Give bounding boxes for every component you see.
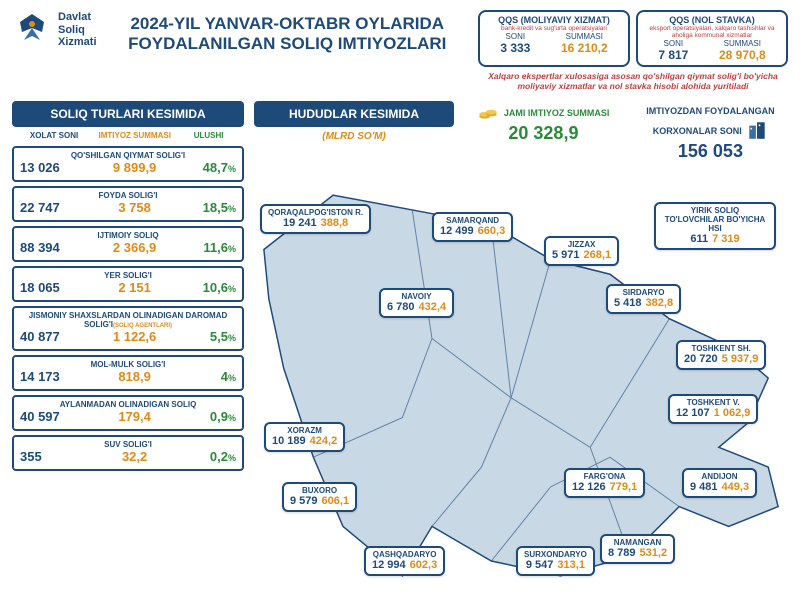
brand-text: Davlat Soliq Xizmati <box>58 11 97 49</box>
tax-share: 0,9% <box>176 409 238 424</box>
region-label: FARG'ONA12 126779,1 <box>564 468 645 498</box>
regions-title: HUDUDLAR KESIMIDA <box>254 101 454 127</box>
tax-count: 22 747 <box>18 200 93 215</box>
totals-row: JAMI IMTIYOZ SUMMASI 20 328,9 IMTIYOZDAN… <box>462 101 788 162</box>
tax-count: 355 <box>18 449 93 464</box>
total-count-value: 156 053 <box>633 141 788 162</box>
tax-column-headers: XOLAT SONI IMTIYOZ SUMMASI ULUSHI <box>12 127 244 146</box>
tax-name: YER SOLIG'I <box>18 271 238 280</box>
tax-count: 14 173 <box>18 369 93 384</box>
tax-share: 10,6% <box>176 280 238 295</box>
tax-amount: 3 758 <box>93 200 177 215</box>
tax-row: YER SOLIG'I18 0652 15110,6% <box>12 266 244 302</box>
region-label: SIRDARYO5 418382,8 <box>606 284 681 314</box>
vat2-sub: eksport operatsiyalari, xalqaro tashishl… <box>644 25 780 39</box>
tax-name: QO'SHILGAN QIYMAT SOLIG'I <box>18 151 238 160</box>
region-label: BUXORO9 579606,1 <box>282 482 357 512</box>
tax-count: 18 065 <box>18 280 93 295</box>
logo: Davlat Soliq Xizmati <box>12 10 97 50</box>
vat-summary: QQS (MOLIYAVIY XIZMAT) bank-kredit va su… <box>478 10 788 91</box>
tax-amount: 2 366,9 <box>93 240 177 255</box>
region-label: NAVOIY6 780432,4 <box>379 288 454 318</box>
regions-subtitle: (MLRD SO'M) <box>254 127 454 142</box>
region-label: QASHQADARYO12 994602,3 <box>364 546 445 576</box>
region-label: JIZZAX5 971268,1 <box>544 236 619 266</box>
total-amount-value: 20 328,9 <box>462 123 625 144</box>
region-label: TOSHKENT SH.20 7205 937,9 <box>676 340 766 370</box>
main-content: SOLIQ TURLARI KESIMIDA XOLAT SONI IMTIYO… <box>0 97 800 608</box>
tax-row: MOL-MULK SOLIG'I14 173818,94% <box>12 355 244 391</box>
region-label: YIRIK SOLIQ TO'LOVCHILAR BO'YICHA HSI611… <box>654 202 776 250</box>
vat1-sub: bank-kredit va sug'urta operatsiyalari <box>486 25 622 32</box>
total-amount-label: JAMI IMTIYOZ SUMMASI <box>504 109 610 119</box>
vat-footnote: Xalqaro ekspertlar xulosasiga asosan qo'… <box>478 71 788 91</box>
tax-amount: 818,9 <box>93 369 177 384</box>
region-label: SURXONDARYO9 547313,1 <box>516 546 595 576</box>
tax-amount: 2 151 <box>93 280 177 295</box>
tax-share: 4% <box>176 369 238 384</box>
tax-count: 13 026 <box>18 160 93 175</box>
vat2-title: QQS (NOL STAVKA) <box>644 15 780 25</box>
buildings-icon <box>746 119 768 141</box>
col-header-amount: IMTIYOZ SUMMASI <box>92 131 177 140</box>
tax-row: QO'SHILGAN QIYMAT SOLIG'I13 0269 899,948… <box>12 146 244 182</box>
tax-count: 88 394 <box>18 240 93 255</box>
eagle-emblem-icon <box>12 10 52 50</box>
tax-amount: 32,2 <box>93 449 177 464</box>
coins-icon <box>477 101 499 123</box>
tax-amount: 179,4 <box>93 409 177 424</box>
vat-box-zero-rate: QQS (NOL STAVKA) eksport operatsiyalari,… <box>636 10 788 67</box>
tax-count: 40 877 <box>18 329 93 344</box>
total-amount-box: JAMI IMTIYOZ SUMMASI 20 328,9 <box>462 101 625 162</box>
tax-name: MOL-MULK SOLIG'I <box>18 360 238 369</box>
tax-types-title: SOLIQ TURLARI KESIMIDA <box>12 101 244 127</box>
tax-share: 11,6% <box>176 240 238 255</box>
tax-list: QO'SHILGAN QIYMAT SOLIG'I13 0269 899,948… <box>12 146 244 471</box>
page-title: 2024-YIL YANVAR-OKTABR OYLARIDA FOYDALAN… <box>109 10 466 55</box>
region-label: QORAQALPOG'ISTON R.19 241388,8 <box>260 204 371 234</box>
vat1-title: QQS (MOLIYAVIY XIZMAT) <box>486 15 622 25</box>
tax-types-panel: SOLIQ TURLARI KESIMIDA XOLAT SONI IMTIYO… <box>12 101 244 598</box>
tax-name: IJTIMOIY SOLIQ <box>18 231 238 240</box>
regions-panel: HUDUDLAR KESIMIDA (MLRD SO'M) JAMI IMTIY… <box>254 101 788 598</box>
tax-name: AYLANMADAN OLINADIGAN SOLIQ <box>18 400 238 409</box>
region-label: NAMANGAN8 789531,2 <box>600 534 675 564</box>
tax-row: SUV SOLIG'I35532,20,2% <box>12 435 244 471</box>
tax-row: AYLANMADAN OLINADIGAN SOLIQ40 597179,40,… <box>12 395 244 431</box>
uzbekistan-map: QORAQALPOG'ISTON R.19 241388,8 SAMARQAND… <box>254 168 788 598</box>
tax-share: 18,5% <box>176 200 238 215</box>
tax-row: IJTIMOIY SOLIQ88 3942 366,911,6% <box>12 226 244 262</box>
tax-name: SUV SOLIG'I <box>18 440 238 449</box>
tax-count: 40 597 <box>18 409 93 424</box>
region-label: XORAZM10 189424,2 <box>264 422 345 452</box>
tax-name: FOYDA SOLIG'I <box>18 191 238 200</box>
region-label: TOSHKENT V.12 1071 062,9 <box>668 394 758 424</box>
col-header-share: ULUSHI <box>177 131 240 140</box>
tax-row: FOYDA SOLIG'I22 7473 75818,5% <box>12 186 244 222</box>
header: Davlat Soliq Xizmati 2024-YIL YANVAR-OKT… <box>0 0 800 97</box>
tax-share: 0,2% <box>176 449 238 464</box>
tax-amount: 9 899,9 <box>93 160 177 175</box>
region-label: ANDIJON9 481449,3 <box>682 468 757 498</box>
tax-row: JISMONIY SHAXSLARDAN OLINADIGAN DAROMAD … <box>12 306 244 351</box>
vat-box-financial: QQS (MOLIYAVIY XIZMAT) bank-kredit va su… <box>478 10 630 67</box>
tax-share: 5,5% <box>176 329 238 344</box>
total-count-box: IMTIYOZDAN FOYDALANGAN KORXONALAR SONI 1… <box>633 101 788 162</box>
col-header-count: XOLAT SONI <box>16 131 92 140</box>
tax-name: JISMONIY SHAXSLARDAN OLINADIGAN DAROMAD … <box>18 311 238 329</box>
tax-amount: 1 122,6 <box>93 329 177 344</box>
tax-share: 48,7% <box>176 160 238 175</box>
region-label: SAMARQAND12 499660,3 <box>432 212 513 242</box>
